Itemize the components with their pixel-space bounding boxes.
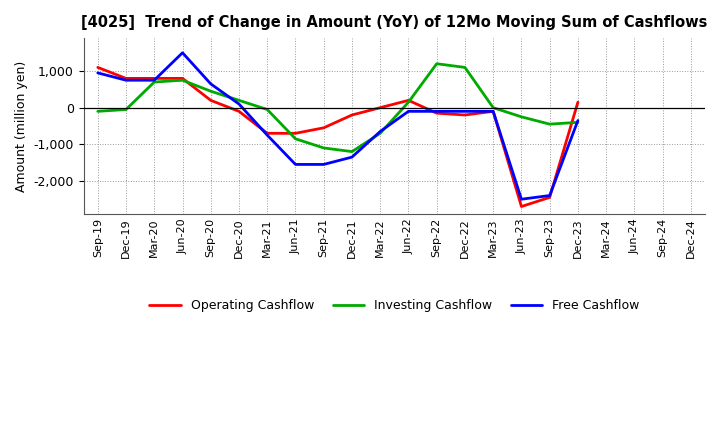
Investing Cashflow — [376, 131, 384, 136]
Operating Cashflow — [94, 65, 102, 70]
Investing Cashflow — [235, 98, 243, 103]
Free Cashflow — [207, 81, 215, 87]
Free Cashflow — [150, 77, 158, 83]
Investing Cashflow — [517, 114, 526, 120]
Operating Cashflow — [404, 98, 413, 103]
Investing Cashflow — [574, 120, 582, 125]
Investing Cashflow — [94, 109, 102, 114]
Investing Cashflow — [433, 61, 441, 66]
Free Cashflow — [291, 162, 300, 167]
Free Cashflow — [489, 109, 498, 114]
Free Cashflow — [348, 154, 356, 160]
Operating Cashflow — [376, 105, 384, 110]
Operating Cashflow — [178, 76, 186, 81]
Line: Free Cashflow: Free Cashflow — [98, 53, 578, 199]
Operating Cashflow — [320, 125, 328, 130]
Free Cashflow — [122, 77, 130, 83]
Investing Cashflow — [545, 121, 554, 127]
Title: [4025]  Trend of Change in Amount (YoY) of 12Mo Moving Sum of Cashflows: [4025] Trend of Change in Amount (YoY) o… — [81, 15, 708, 30]
Operating Cashflow — [348, 112, 356, 117]
Operating Cashflow — [263, 131, 271, 136]
Free Cashflow — [178, 50, 186, 55]
Free Cashflow — [517, 197, 526, 202]
Free Cashflow — [545, 193, 554, 198]
Investing Cashflow — [291, 136, 300, 141]
Investing Cashflow — [207, 88, 215, 94]
Investing Cashflow — [348, 149, 356, 154]
Free Cashflow — [574, 118, 582, 123]
Free Cashflow — [94, 70, 102, 76]
Operating Cashflow — [150, 76, 158, 81]
Line: Investing Cashflow: Investing Cashflow — [98, 64, 578, 152]
Operating Cashflow — [122, 76, 130, 81]
Operating Cashflow — [433, 110, 441, 116]
Investing Cashflow — [489, 105, 498, 110]
Operating Cashflow — [574, 99, 582, 105]
Operating Cashflow — [489, 109, 498, 114]
Free Cashflow — [461, 109, 469, 114]
Operating Cashflow — [235, 109, 243, 114]
Investing Cashflow — [150, 79, 158, 84]
Free Cashflow — [404, 109, 413, 114]
Operating Cashflow — [291, 131, 300, 136]
Operating Cashflow — [545, 195, 554, 200]
Investing Cashflow — [178, 77, 186, 83]
Y-axis label: Amount (million yen): Amount (million yen) — [15, 60, 28, 191]
Operating Cashflow — [461, 112, 469, 117]
Free Cashflow — [263, 132, 271, 138]
Legend: Operating Cashflow, Investing Cashflow, Free Cashflow: Operating Cashflow, Investing Cashflow, … — [144, 294, 644, 317]
Free Cashflow — [235, 101, 243, 106]
Investing Cashflow — [122, 107, 130, 112]
Investing Cashflow — [320, 145, 328, 150]
Investing Cashflow — [404, 99, 413, 105]
Operating Cashflow — [207, 98, 215, 103]
Line: Operating Cashflow: Operating Cashflow — [98, 67, 578, 206]
Free Cashflow — [320, 162, 328, 167]
Free Cashflow — [376, 129, 384, 134]
Operating Cashflow — [517, 204, 526, 209]
Investing Cashflow — [461, 65, 469, 70]
Free Cashflow — [433, 109, 441, 114]
Investing Cashflow — [263, 107, 271, 112]
